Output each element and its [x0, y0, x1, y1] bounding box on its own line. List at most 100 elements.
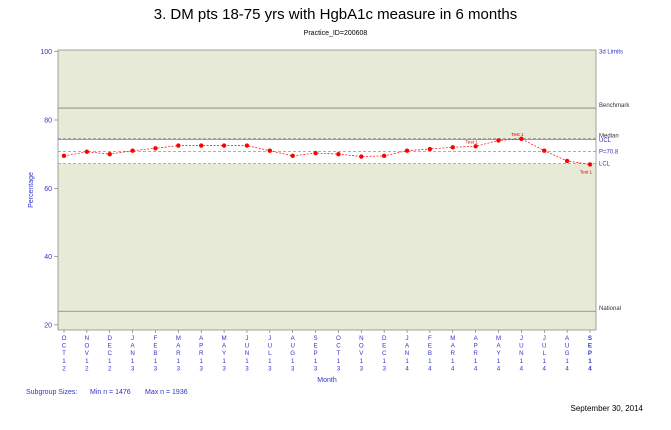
- data-point: [359, 154, 364, 159]
- x-tick-label: P: [474, 343, 478, 350]
- x-tick-label: 3: [131, 365, 135, 372]
- x-tick-label: 4: [497, 365, 501, 372]
- data-point: [176, 143, 181, 148]
- x-tick-label: J: [405, 335, 408, 342]
- x-tick-label: 2: [85, 365, 89, 372]
- x-tick-label: J: [543, 335, 546, 342]
- data-point: [267, 148, 273, 153]
- x-tick-label: 1: [131, 358, 135, 365]
- x-tick-label: 1: [337, 358, 341, 365]
- label-lcl: LCL: [599, 162, 611, 168]
- label-national: National: [599, 306, 621, 312]
- data-point: [221, 143, 227, 148]
- x-tick-label: D: [382, 335, 387, 342]
- x-tick-label: A: [496, 343, 501, 350]
- x-tick-label: 3: [291, 365, 295, 372]
- x-tick-label: 3: [268, 365, 272, 372]
- x-tick-label: 4: [588, 365, 592, 372]
- x-tick-label: B: [153, 350, 157, 357]
- x-tick-label: M: [222, 335, 227, 342]
- x-tick-label: E: [382, 343, 386, 350]
- x-tick-label: R: [199, 350, 204, 357]
- x-tick-label: 1: [85, 358, 89, 365]
- label-center: P=70.8: [599, 149, 619, 155]
- x-tick-label: 3: [382, 365, 386, 372]
- x-tick-label: U: [245, 343, 249, 350]
- x-tick-label: 1: [199, 358, 203, 365]
- x-tick-label: 1: [268, 358, 272, 365]
- x-tick-label: 1: [520, 358, 524, 365]
- x-tick-label: C: [336, 343, 341, 350]
- data-point: [473, 144, 478, 149]
- y-tick-label: 60: [44, 186, 52, 193]
- test-annotation: Test 1: [466, 139, 479, 144]
- x-tick-label: D: [108, 335, 113, 342]
- x-tick-label: A: [451, 343, 456, 350]
- x-tick-label: G: [565, 350, 570, 357]
- x-tick-label: A: [565, 335, 570, 342]
- x-tick-label: A: [405, 343, 410, 350]
- data-point: [84, 149, 90, 154]
- x-tick-label: N: [245, 350, 249, 357]
- chart-title: 3. DM pts 18-75 yrs with HgbA1c measure …: [153, 6, 518, 23]
- x-tick-label: 3: [222, 365, 226, 372]
- data-point: [564, 158, 570, 164]
- x-tick-label: A: [199, 335, 204, 342]
- x-tick-label: 3: [199, 365, 203, 372]
- x-tick-label: A: [474, 335, 479, 342]
- series-line: [63, 138, 591, 165]
- x-tick-label: 3: [360, 365, 364, 372]
- data-point: [336, 151, 341, 157]
- data-point: [313, 150, 318, 156]
- upper-band: [58, 50, 596, 139]
- x-tick-label: N: [519, 350, 523, 357]
- data-point: [290, 153, 295, 159]
- y-tick-label: 80: [44, 118, 52, 125]
- x-tick-label: J: [520, 335, 523, 342]
- x-tick-label: U: [565, 343, 569, 350]
- x-tick-label: C: [382, 350, 387, 357]
- data-point: [61, 153, 67, 159]
- lower-band: [58, 163, 596, 330]
- x-tick-label: U: [519, 343, 523, 350]
- x-tick-label: 4: [520, 365, 524, 372]
- x-tick-label: P: [199, 343, 203, 350]
- x-tick-label: R: [176, 350, 181, 357]
- x-tick-label: U: [290, 343, 294, 350]
- x-tick-label: J: [268, 335, 271, 342]
- x-tick-label: 2: [62, 365, 66, 372]
- x-tick-label: 4: [405, 365, 409, 372]
- x-tick-label: A: [222, 343, 227, 350]
- x-tick-label: 4: [451, 365, 455, 372]
- data-point: [519, 136, 524, 141]
- x-tick-label: 3: [177, 365, 181, 372]
- x-tick-label: C: [108, 350, 113, 357]
- x-tick-label: 1: [314, 358, 318, 365]
- x-tick-label: A: [291, 335, 296, 342]
- x-tick-label: P: [588, 350, 592, 357]
- x-tick-label: M: [496, 335, 501, 342]
- x-tick-label: 1: [291, 358, 295, 365]
- test-annotation: Test 1: [580, 169, 593, 174]
- data-point: [381, 153, 387, 159]
- x-tick-label: 1: [588, 358, 592, 365]
- label-3d-limits: 3d Limits: [599, 50, 623, 56]
- x-tick-label: E: [108, 343, 112, 350]
- x-tick-label: Y: [496, 350, 500, 357]
- x-tick-label: T: [62, 350, 66, 357]
- x-tick-label: U: [268, 343, 272, 350]
- x-tick-label: E: [588, 343, 592, 350]
- test-annotation: Test 1: [511, 132, 524, 137]
- x-tick-label: N: [130, 350, 134, 357]
- x-tick-label: 1: [245, 358, 249, 365]
- plot-frame: [57, 49, 597, 331]
- x-tick-label: P: [313, 350, 317, 357]
- subgroup-label: Subgroup Sizes:: [26, 389, 78, 396]
- x-tick-label: 4: [565, 365, 569, 372]
- x-tick-label: O: [84, 343, 89, 350]
- label-ucl: UCL: [599, 138, 612, 144]
- x-tick-label: C: [62, 343, 67, 350]
- x-tick-label: O: [62, 335, 67, 342]
- x-tick-label: M: [176, 335, 181, 342]
